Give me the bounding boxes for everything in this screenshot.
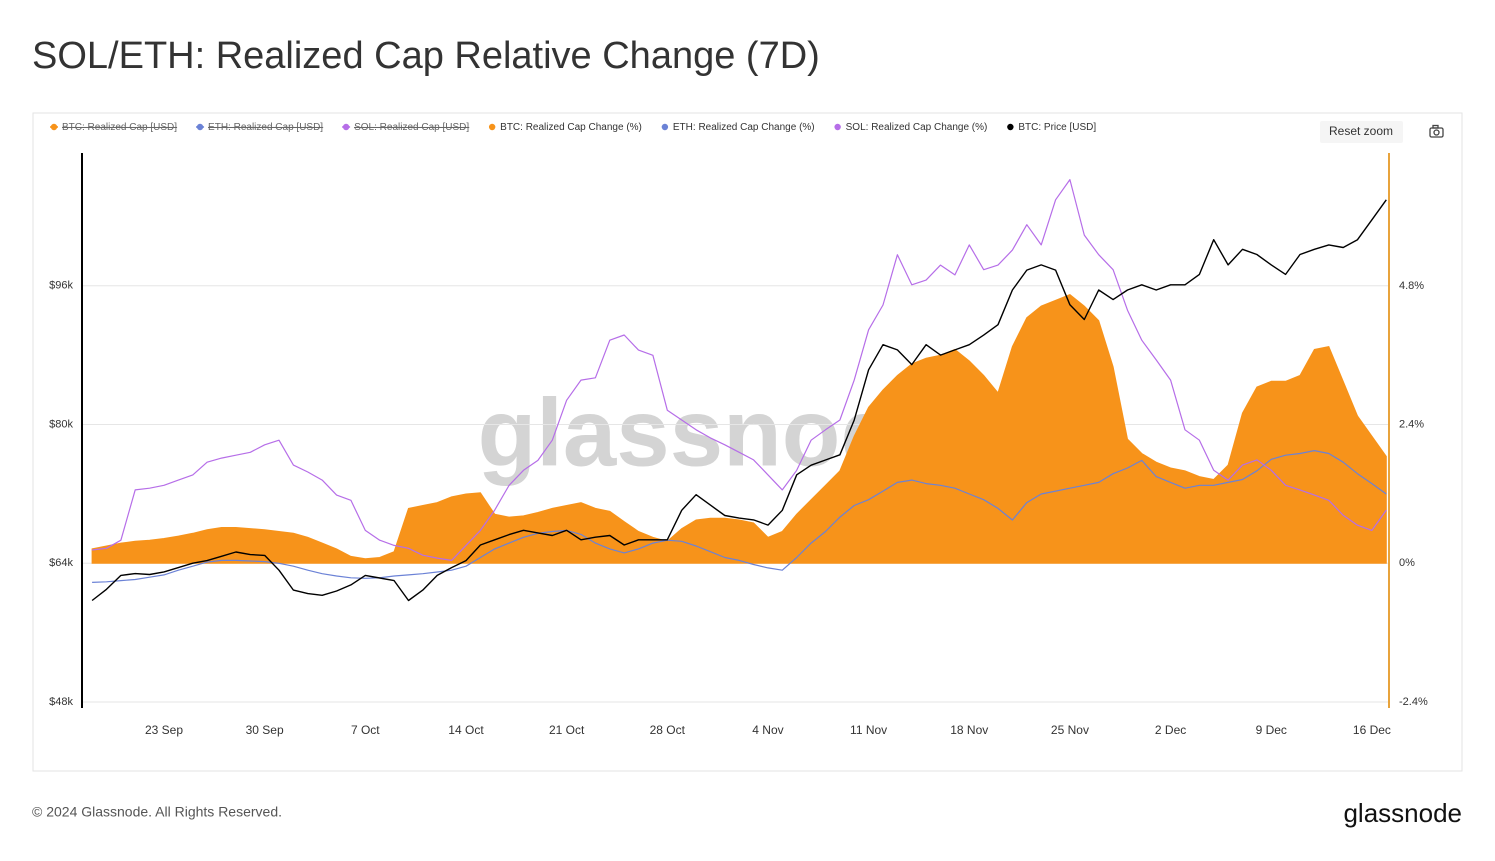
camera-icon[interactable] bbox=[1429, 124, 1444, 138]
y2-tick-label: 4.8% bbox=[1399, 280, 1424, 292]
camera-lens[interactable] bbox=[1433, 129, 1440, 136]
legend-label: SOL: Realized Cap Change (%) bbox=[846, 122, 988, 133]
plot-area: glassnode $48k$64k$80k$96k-2.4%0%2.4%4.8… bbox=[49, 153, 1428, 737]
y2-tick-label: -2.4% bbox=[1399, 696, 1428, 708]
legend-label: BTC: Realized Cap Change (%) bbox=[500, 122, 642, 133]
x-tick-label: 7 Oct bbox=[351, 723, 380, 737]
x-tick-label: 14 Oct bbox=[448, 723, 484, 737]
reset-zoom-button[interactable]: Reset zoom bbox=[1320, 121, 1403, 143]
legend-marker bbox=[488, 123, 496, 131]
x-tick-label: 25 Nov bbox=[1051, 723, 1089, 737]
button-label[interactable]: Reset zoom bbox=[1329, 124, 1393, 138]
x-tick-label: 18 Nov bbox=[950, 723, 988, 737]
legend-label: ETH: Realized Cap Change (%) bbox=[673, 122, 815, 133]
chart-frame bbox=[32, 112, 1463, 772]
y2-tick-label: 0% bbox=[1399, 557, 1415, 569]
x-tick-label: 9 Dec bbox=[1256, 723, 1287, 737]
x-tick-label: 4 Nov bbox=[752, 723, 783, 737]
logo: glassnode bbox=[1343, 798, 1462, 828]
y-tick-label: $48k bbox=[49, 696, 73, 708]
x-tick-label: 2 Dec bbox=[1155, 723, 1186, 737]
button-background[interactable] bbox=[1320, 121, 1403, 143]
x-tick-label: 11 Nov bbox=[850, 723, 887, 737]
area bbox=[91, 294, 1387, 564]
legend-marker bbox=[661, 123, 669, 131]
x-tick-label: 23 Sep bbox=[145, 723, 183, 737]
chart-title: SOL/ETH: Realized Cap Relative Change (7… bbox=[32, 35, 820, 77]
line bbox=[92, 179, 1387, 561]
footer: © 2024 Glassnode. All Rights Reserved. bbox=[32, 804, 282, 820]
y-tick-label: $64k bbox=[49, 557, 73, 569]
x-tick-label: 30 Sep bbox=[246, 723, 284, 737]
y-tick-label: $96k bbox=[49, 280, 73, 292]
legend-marker bbox=[834, 123, 841, 131]
line bbox=[92, 450, 1387, 583]
y-tick-label: $80k bbox=[49, 418, 73, 430]
legend-marker bbox=[1007, 123, 1014, 131]
x-tick-label: 16 Dec bbox=[1353, 723, 1391, 737]
x-tick-label: 21 Oct bbox=[549, 723, 585, 737]
x-tick-label: 28 Oct bbox=[650, 723, 686, 737]
camera-top[interactable] bbox=[1432, 124, 1439, 129]
line bbox=[91, 199, 1387, 602]
y2-tick-label: 2.4% bbox=[1399, 419, 1424, 431]
legend-label: BTC: Price [USD] bbox=[1018, 122, 1096, 133]
